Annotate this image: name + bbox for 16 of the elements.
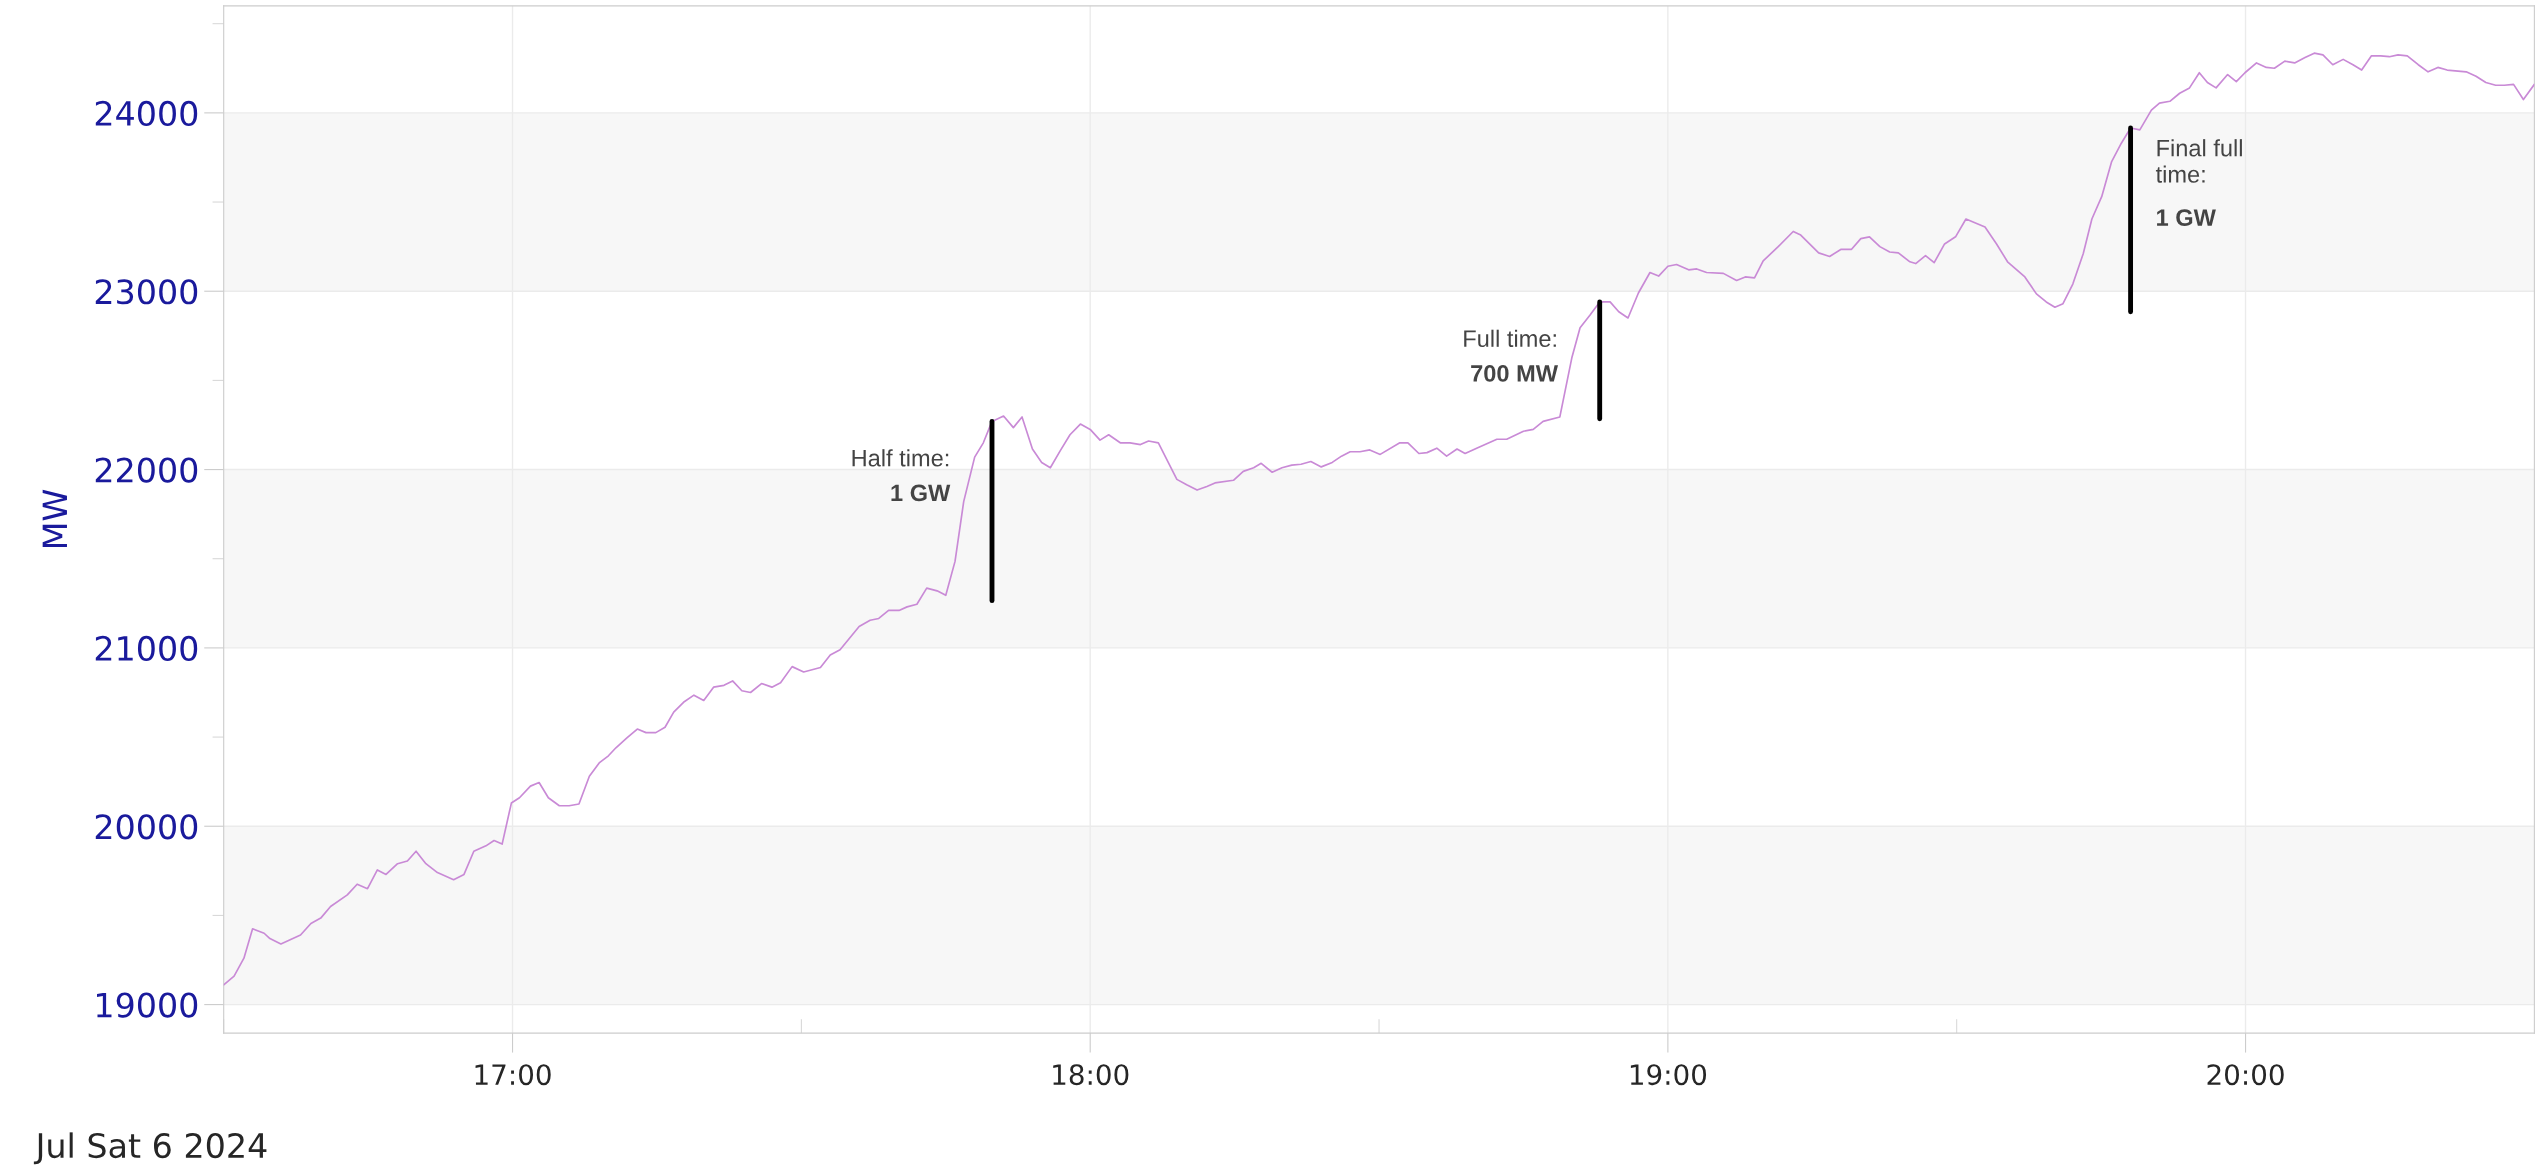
text: Jul Sat 6 2024 <box>33 1132 267 1165</box>
y-tick-label: 20000 <box>95 814 198 840</box>
x-tick-label: 19:00 <box>1630 1064 1707 1086</box>
y-tick-label: 23000 <box>95 279 198 305</box>
y-tick-label: 21000 <box>95 635 198 662</box>
y-axis-title: MW <box>42 489 67 548</box>
y-tick-label: 19000 <box>97 992 198 1018</box>
y-tick-label: 24000 <box>95 100 198 127</box>
annotation: Final full time: 1 GW <box>2155 139 2242 226</box>
y-tick-label: 22000 <box>95 457 198 483</box>
annotation: Half time: 1 GW <box>852 449 951 502</box>
x-tick-label: 20:00 <box>2207 1064 2284 1086</box>
x-tick-label: 18:00 <box>1053 1064 1129 1086</box>
x-tick-label: 17:00 <box>475 1064 551 1086</box>
line-series <box>223 52 2535 986</box>
annotation: Full time: 700 MW <box>1464 329 1559 382</box>
